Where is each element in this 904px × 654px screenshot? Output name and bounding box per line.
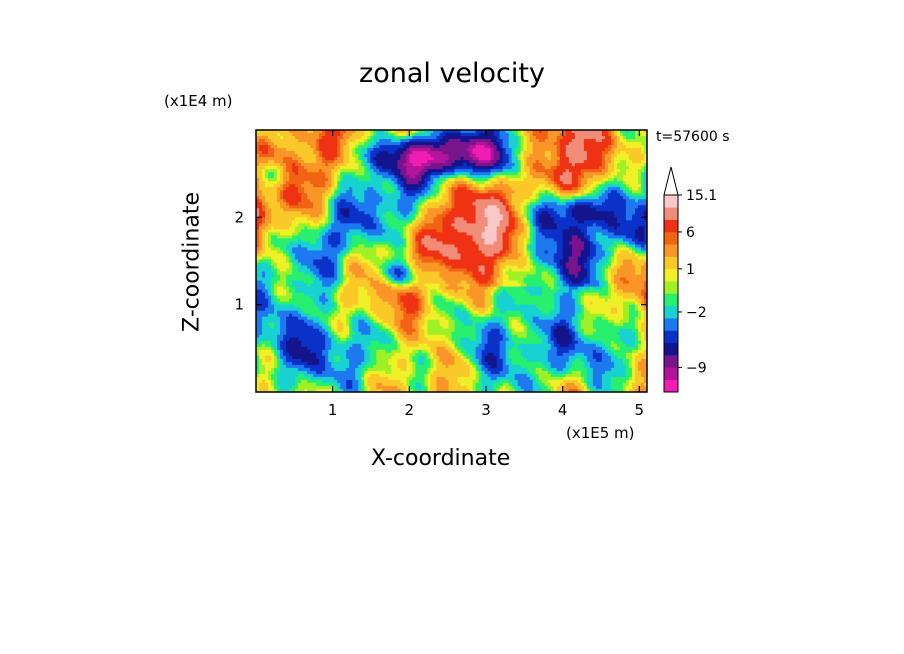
contour-field xyxy=(256,130,648,393)
